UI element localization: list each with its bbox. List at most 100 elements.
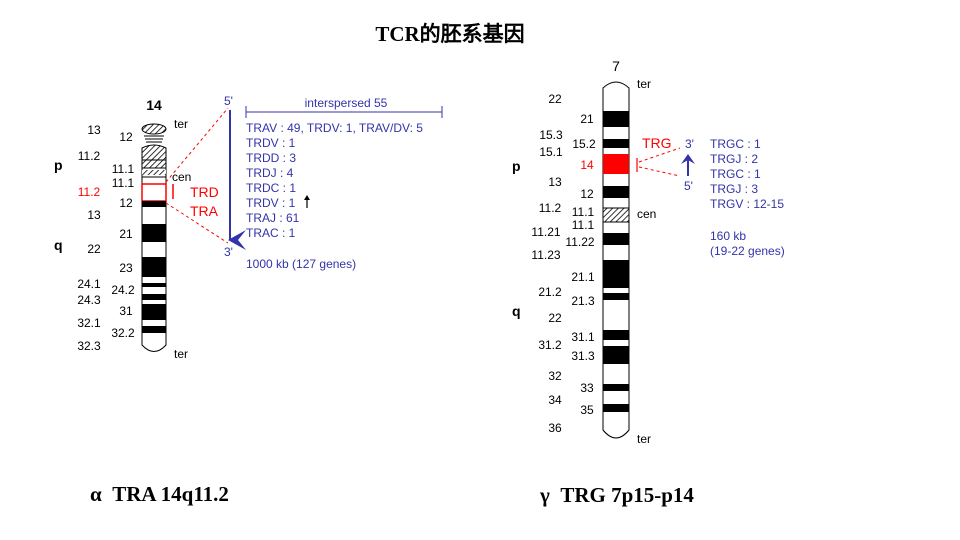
chr7-band-14-highlight bbox=[603, 154, 629, 174]
slide-title: TCR的胚系基因 bbox=[375, 22, 525, 46]
chr7-ter-bottom: ter bbox=[637, 432, 651, 446]
chr14-band-11.2-highlight bbox=[141, 183, 167, 202]
chr14-three-prime: 3' bbox=[224, 245, 233, 259]
chr7-zoom-line-top bbox=[638, 147, 681, 163]
chr14-band-label: 31 bbox=[119, 304, 133, 318]
gene-line: TRDD : 3 bbox=[246, 151, 296, 165]
chr7-band-label: 33 bbox=[580, 381, 594, 395]
chr14-band-dark bbox=[142, 304, 166, 320]
chr14-band-label: 21 bbox=[119, 227, 133, 241]
chr14-band-label: 22 bbox=[87, 242, 101, 256]
gene-line: TRGJ : 2 bbox=[710, 152, 758, 166]
chr14-band-label: 13 bbox=[87, 123, 101, 137]
inverted-trdv-arrow-head bbox=[304, 195, 310, 200]
chr14-band-label: 12 bbox=[119, 130, 133, 144]
gene-line: TRDV : 1 bbox=[246, 196, 296, 210]
chr7-band-dark bbox=[603, 186, 629, 198]
chr14-band-dark bbox=[142, 201, 166, 207]
chr7-band-label: 35 bbox=[580, 403, 594, 417]
chr7-ter-top: ter bbox=[637, 77, 651, 91]
chr7-band-dark bbox=[603, 346, 629, 364]
chr14-ter-top: ter bbox=[174, 117, 188, 131]
size-note: 1000 kb (127 genes) bbox=[246, 257, 356, 271]
caption-alpha-greek: α bbox=[90, 482, 102, 506]
chr7-band-label: 34 bbox=[548, 393, 562, 407]
chr14-band-label: 23 bbox=[119, 261, 133, 275]
chr7-band-label: 21 bbox=[580, 112, 594, 126]
chr7-band-label: 22 bbox=[548, 92, 562, 106]
chr7-band-dark bbox=[603, 404, 629, 412]
gene-line: TRGJ : 3 bbox=[710, 182, 758, 196]
chr14-band-label: 32.1 bbox=[77, 316, 101, 330]
chr7-orientation-arrow-head bbox=[681, 154, 695, 164]
chr7-band-label: 15.2 bbox=[572, 137, 596, 151]
chr7-band-dark bbox=[603, 260, 629, 288]
chr14-gene-list: TRAV : 49, TRDV: 1, TRAV/DV: 5 TRDV : 1 … bbox=[246, 121, 423, 271]
chr7-band-label: 21.2 bbox=[538, 285, 562, 299]
size-note: (19-22 genes) bbox=[710, 244, 785, 258]
chr14-band-label: 24.3 bbox=[77, 293, 101, 307]
trd-label: TRD bbox=[190, 184, 219, 200]
chr7-band-label: 11.22 bbox=[565, 235, 594, 249]
interspersed-label: interspersed 55 bbox=[305, 96, 388, 110]
chr7-band-label: 21.3 bbox=[571, 294, 595, 308]
chr14-cen-label: cen bbox=[172, 170, 191, 184]
gene-line: TRGC : 1 bbox=[710, 137, 761, 151]
gene-line: TRDV : 1 bbox=[246, 136, 296, 150]
chr14-p-arm-label: p bbox=[54, 157, 63, 173]
chr7-band-dark bbox=[603, 384, 629, 391]
chr14-right-band-labels: 12 11.1 11.1 12 21 23 24.2 31 32.2 bbox=[111, 130, 135, 340]
caption-gamma-greek: γ bbox=[540, 483, 550, 507]
chr7-cen bbox=[602, 207, 630, 223]
gene-line: TRGV : 12-15 bbox=[710, 197, 784, 211]
chr7-band-dark bbox=[603, 111, 629, 127]
chr7-band-dark bbox=[603, 293, 629, 300]
chr14-band-label: 11.1 bbox=[112, 176, 135, 190]
chromosome-7 bbox=[602, 81, 630, 439]
chr14-zoom-line-top bbox=[165, 107, 229, 183]
chr14-band-label-highlight: 11.2 bbox=[78, 185, 101, 199]
chr14-p-arm bbox=[141, 144, 167, 161]
tra-label: TRA bbox=[190, 203, 219, 219]
chr7-band-label: 15.1 bbox=[539, 145, 563, 159]
gene-line: TRDJ : 4 bbox=[246, 166, 294, 180]
chr7-five-prime: 5' bbox=[684, 179, 693, 193]
gene-line: TRAV : 49, TRDV: 1, TRAV/DV: 5 bbox=[246, 121, 423, 135]
chr14-ter-bottom: ter bbox=[174, 347, 188, 361]
chr14-band-label: 24.1 bbox=[77, 277, 101, 291]
chr14-satellite bbox=[141, 123, 167, 135]
caption-alpha-text: TRA 14q11.2 bbox=[112, 482, 229, 506]
gene-line: TRDC : 1 bbox=[246, 181, 296, 195]
chr14-cen-hatch bbox=[142, 170, 166, 175]
chr7-band-dark bbox=[603, 139, 629, 148]
trg-label: TRG bbox=[642, 135, 672, 151]
chr7-band-dark bbox=[603, 330, 629, 340]
chr7-right-band-labels: 21 15.2 14 12 11.1 11.1 11.22 21.1 21.3 … bbox=[565, 112, 596, 417]
chr7-band-label: 31.3 bbox=[571, 349, 595, 363]
size-note: 160 kb bbox=[710, 229, 746, 243]
chr14-q-arm-label: q bbox=[54, 237, 63, 253]
chr7-q-arm-label: q bbox=[512, 303, 521, 319]
chr7-left-band-labels: 22 15.3 15.1 13 11.2 11.21 11.23 21.2 22… bbox=[531, 92, 563, 435]
chr7-band-label: 21.1 bbox=[571, 270, 595, 284]
chr7-band-label: 13 bbox=[548, 175, 562, 189]
chr14-band-label: 11.2 bbox=[78, 149, 101, 163]
chr7-band-label: 11.1 bbox=[572, 205, 595, 219]
gene-line: TRAC : 1 bbox=[246, 226, 296, 240]
chr14-number: 14 bbox=[146, 97, 162, 113]
caption-gamma-text: TRG 7p15-p14 bbox=[560, 483, 694, 507]
chr14-five-prime: 5' bbox=[224, 94, 233, 108]
chr7-gene-list: TRGC : 1 TRGJ : 2 TRGC : 1 TRGJ : 3 TRGV… bbox=[710, 137, 785, 258]
chr7-zoom-line-bottom bbox=[638, 166, 681, 177]
chr14-band-label: 11.1 bbox=[112, 162, 135, 176]
chr7-band-dark bbox=[603, 233, 629, 245]
chr14-band-dark bbox=[142, 283, 166, 287]
chr7-band-label: 11.21 bbox=[531, 225, 560, 239]
chromosome-14: 14 bbox=[141, 97, 167, 352]
caption-alpha: α TRA 14q11.2 bbox=[90, 482, 229, 507]
chr7-band-label: 11.23 bbox=[531, 248, 560, 262]
caption-gamma: γ TRG 7p15-p14 bbox=[540, 483, 694, 508]
chr7-band-label: 11.1 bbox=[572, 218, 595, 232]
chr14-band-label: 32.3 bbox=[77, 339, 101, 353]
